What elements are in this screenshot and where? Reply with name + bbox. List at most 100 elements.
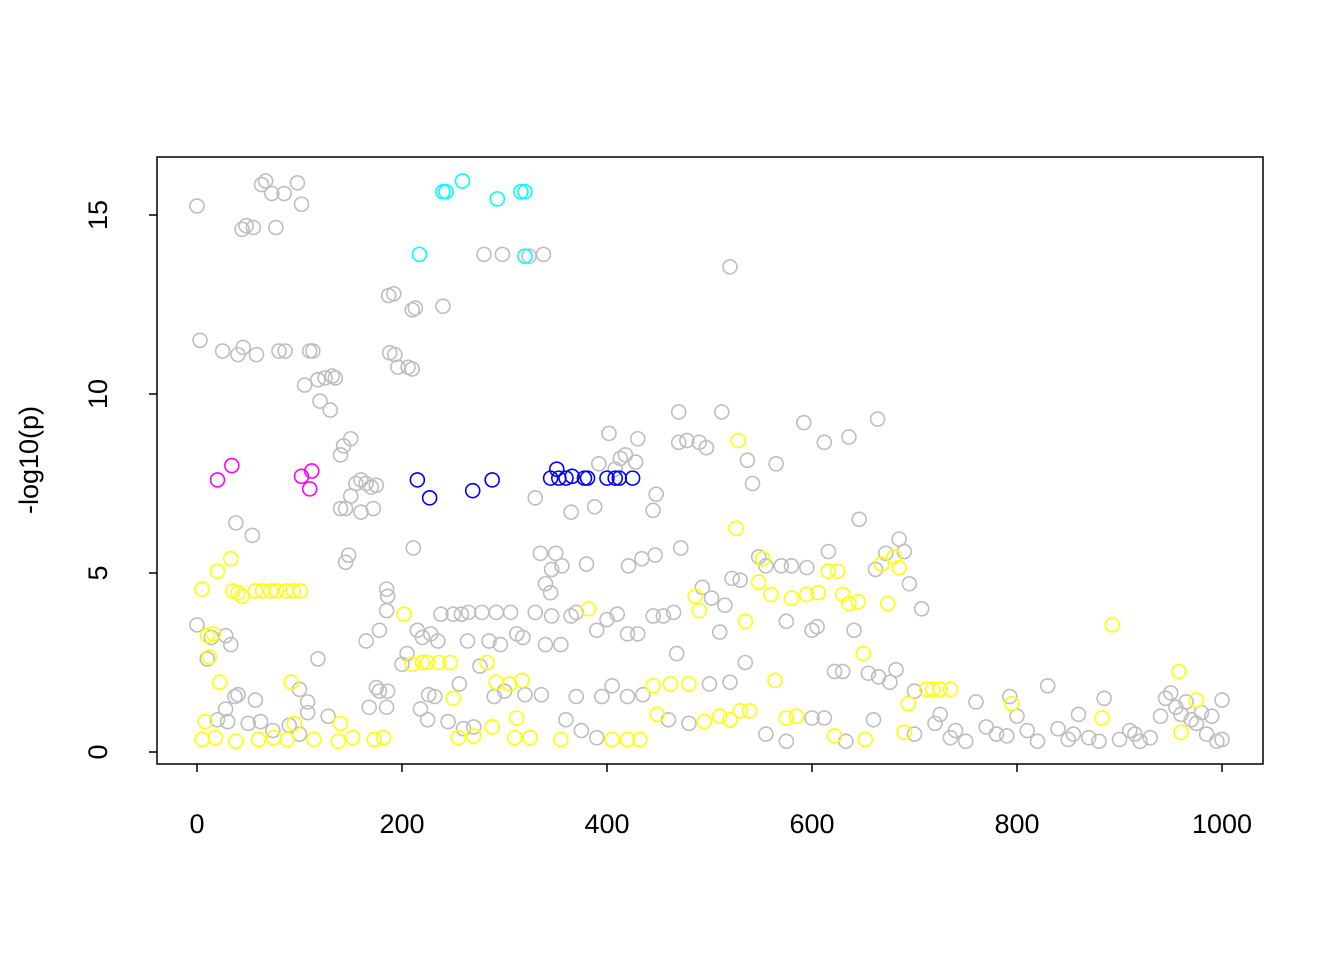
scatter-point [238,217,254,234]
scatter-point [588,729,605,746]
scatter-point [433,606,449,622]
scatter-point [451,676,468,692]
scatter-point [1121,722,1138,739]
scatter-point [1104,617,1121,633]
scatter-point [305,343,321,359]
scatter-point [253,176,270,193]
scatter-point [612,450,629,467]
scatter-point [573,722,590,739]
scatter-point [580,601,597,617]
scatter-point [855,645,872,662]
scatter-point [299,694,316,710]
scatter-point [312,393,328,409]
scatter-point [877,545,894,562]
scatter-point [978,719,995,735]
scatter-point [420,686,437,703]
scatter-point [629,430,646,447]
scatter-point [668,645,685,662]
scatter-point [514,672,530,689]
scatter-point [223,636,239,653]
scatter-point [927,715,943,732]
scatter-point [758,558,774,574]
y-tick-label: 10 [83,379,113,409]
scatter-point [968,694,984,710]
scatter-point [696,713,713,730]
scatter-point [317,370,333,386]
scatter-point [754,550,771,567]
scatter-point [224,457,240,474]
scatter-point [262,583,279,599]
scatter-point [857,731,874,748]
scatter-point [942,681,959,698]
scatter-point [404,656,421,673]
scatter-point [227,688,243,705]
scatter-point [670,404,687,420]
scatter-point [361,699,377,716]
scatter-point [435,298,451,315]
scatter-point [286,715,303,732]
scatter-point [645,608,661,624]
scatter-point [739,452,756,469]
scatter-point [342,430,359,447]
y-tick-label: 0 [83,744,113,759]
scatter-point [430,633,446,649]
scatter-point [189,198,205,214]
scatter-point [563,608,579,624]
scatter-point [252,713,269,730]
scatter-point [330,733,347,750]
scatter-point [1002,688,1018,705]
scatter-point [310,371,326,388]
scatter-point [558,711,574,728]
scatter-point [763,586,779,603]
scatter-point [209,472,226,488]
scatter-point [289,174,306,191]
scatter-point [517,248,533,264]
scatter-point [396,606,412,622]
scatter-point [568,688,585,705]
scatter-point [405,540,422,556]
scatter-point [459,633,476,649]
scatter-point [276,185,292,202]
scatter-point [1188,692,1205,708]
scatter-point [804,622,820,639]
scatter-point [604,677,620,694]
scatter-point [722,674,738,690]
scatter-point [896,724,913,741]
scatter-point [590,456,607,472]
scatter-point [365,500,382,517]
scatter-point [228,515,244,531]
scatter-point [494,246,511,263]
scatter-point [829,563,846,580]
scatter-point [537,575,554,592]
scatter-point [687,588,703,605]
scatter-point [645,502,661,519]
scatter-point [553,636,569,653]
scatter-point [834,663,851,680]
scatter-point [209,711,226,728]
scatter-point [279,731,295,748]
scatter-point [465,719,482,735]
y-tick-label: 15 [83,200,113,230]
scatter-point [701,676,718,692]
scatter-point [454,173,471,189]
scatter-point [285,583,302,599]
scatter-point [691,602,708,619]
scatter-point [379,683,396,699]
scatter-point [407,300,424,316]
scatter-point [235,339,251,356]
scatter-point [199,627,216,644]
scatter-point [860,665,877,682]
scatter-point [841,595,857,612]
scatter-point [578,556,595,572]
scatter-point [1019,722,1036,739]
scatter-point [998,728,1015,744]
scatter-point [724,570,740,587]
scatter-point [419,711,436,728]
scatter-point [404,361,421,377]
scatter-point [988,726,1005,742]
plot-frame [156,156,1264,765]
scatter-point [698,439,715,456]
scatter-point [649,706,666,723]
scatter-point [816,434,833,451]
scatter-point [484,719,500,735]
